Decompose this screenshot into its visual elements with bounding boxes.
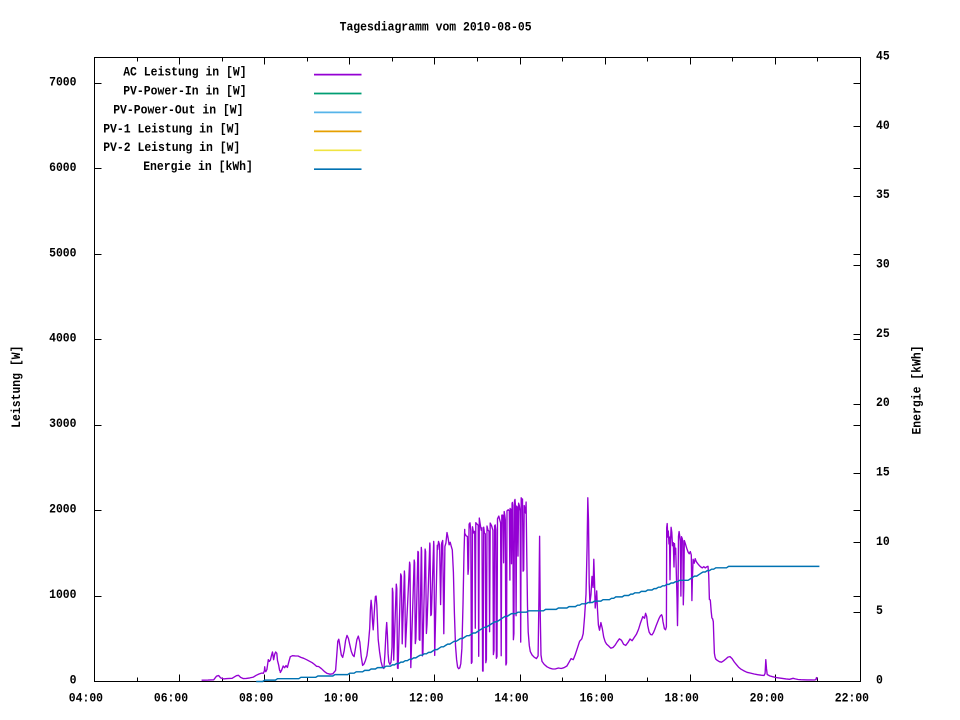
svg-text:30: 30 bbox=[876, 257, 890, 271]
svg-text:15: 15 bbox=[876, 465, 890, 479]
svg-text:12:00: 12:00 bbox=[409, 692, 443, 706]
svg-text:Energie in [kWh]: Energie in [kWh] bbox=[143, 160, 253, 174]
svg-text:35: 35 bbox=[876, 188, 890, 202]
svg-text:Leistung [W]: Leistung [W] bbox=[10, 346, 24, 428]
svg-text:0: 0 bbox=[70, 673, 77, 687]
svg-text:4000: 4000 bbox=[49, 332, 76, 346]
svg-text:06:00: 06:00 bbox=[154, 692, 188, 706]
svg-text:25: 25 bbox=[876, 327, 890, 341]
svg-text:PV-1 Leistung in [W]: PV-1 Leistung in [W] bbox=[103, 122, 240, 136]
svg-text:6000: 6000 bbox=[49, 161, 76, 175]
svg-text:5000: 5000 bbox=[49, 246, 76, 260]
svg-text:0: 0 bbox=[876, 673, 883, 687]
svg-text:10: 10 bbox=[876, 535, 890, 549]
svg-text:20:00: 20:00 bbox=[750, 692, 784, 706]
svg-text:1000: 1000 bbox=[49, 588, 76, 602]
svg-text:16:00: 16:00 bbox=[579, 692, 613, 706]
svg-text:40: 40 bbox=[876, 119, 890, 133]
svg-text:5: 5 bbox=[876, 604, 883, 618]
svg-text:10:00: 10:00 bbox=[324, 692, 358, 706]
svg-text:2000: 2000 bbox=[49, 503, 76, 517]
svg-text:22:00: 22:00 bbox=[835, 692, 869, 706]
svg-text:AC Leistung in [W]: AC Leistung in [W] bbox=[123, 66, 246, 80]
svg-text:Energie [kWh]: Energie [kWh] bbox=[910, 345, 924, 434]
svg-text:PV-Power-In in [W]: PV-Power-In in [W] bbox=[123, 84, 246, 98]
svg-text:14:00: 14:00 bbox=[494, 692, 528, 706]
svg-text:7000: 7000 bbox=[49, 75, 76, 89]
svg-text:45: 45 bbox=[876, 49, 890, 63]
svg-text:PV-Power-Out in [W]: PV-Power-Out in [W] bbox=[113, 103, 243, 117]
svg-text:PV-2 Leistung in [W]: PV-2 Leistung in [W] bbox=[103, 141, 240, 155]
svg-text:18:00: 18:00 bbox=[665, 692, 699, 706]
svg-text:3000: 3000 bbox=[49, 417, 76, 431]
svg-text:04:00: 04:00 bbox=[69, 692, 103, 706]
svg-text:08:00: 08:00 bbox=[239, 692, 273, 706]
svg-text:20: 20 bbox=[876, 396, 890, 410]
svg-text:Tagesdiagramm vom 2010-08-05: Tagesdiagramm vom 2010-08-05 bbox=[340, 21, 532, 35]
